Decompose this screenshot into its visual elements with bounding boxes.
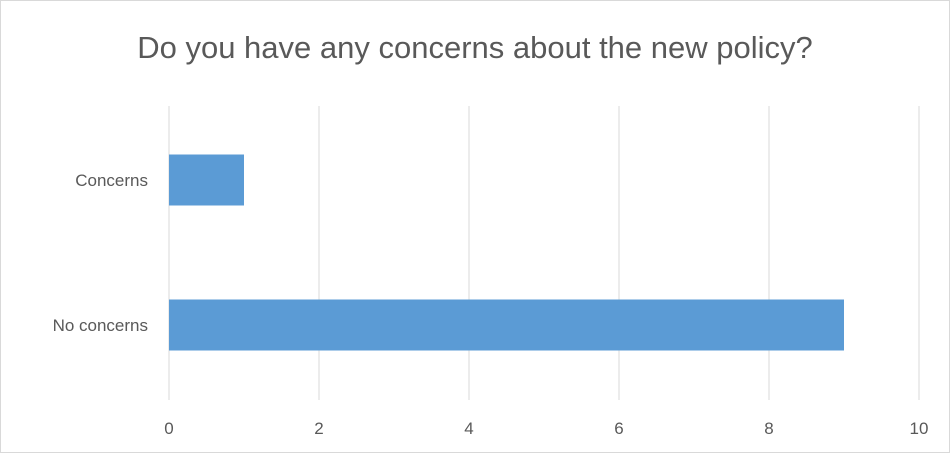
- category-label: Concerns: [75, 171, 148, 190]
- grid-lines: [168, 106, 920, 400]
- bars: [169, 154, 844, 351]
- x-tick-label: 6: [614, 419, 623, 438]
- x-tick-label: 8: [764, 419, 773, 438]
- bar-concerns: [169, 154, 244, 206]
- x-tick-label: 4: [464, 419, 473, 438]
- x-axis-tick-labels: 0 2 4 6 8 10: [164, 419, 928, 438]
- x-tick-label: 10: [910, 419, 929, 438]
- bar-no-concerns: [169, 299, 844, 351]
- x-tick-label: 2: [314, 419, 323, 438]
- category-labels: Concerns No concerns: [53, 171, 148, 335]
- x-tick-label: 0: [164, 419, 173, 438]
- chart-title: Do you have any concerns about the new p…: [137, 30, 813, 65]
- category-label: No concerns: [53, 316, 148, 335]
